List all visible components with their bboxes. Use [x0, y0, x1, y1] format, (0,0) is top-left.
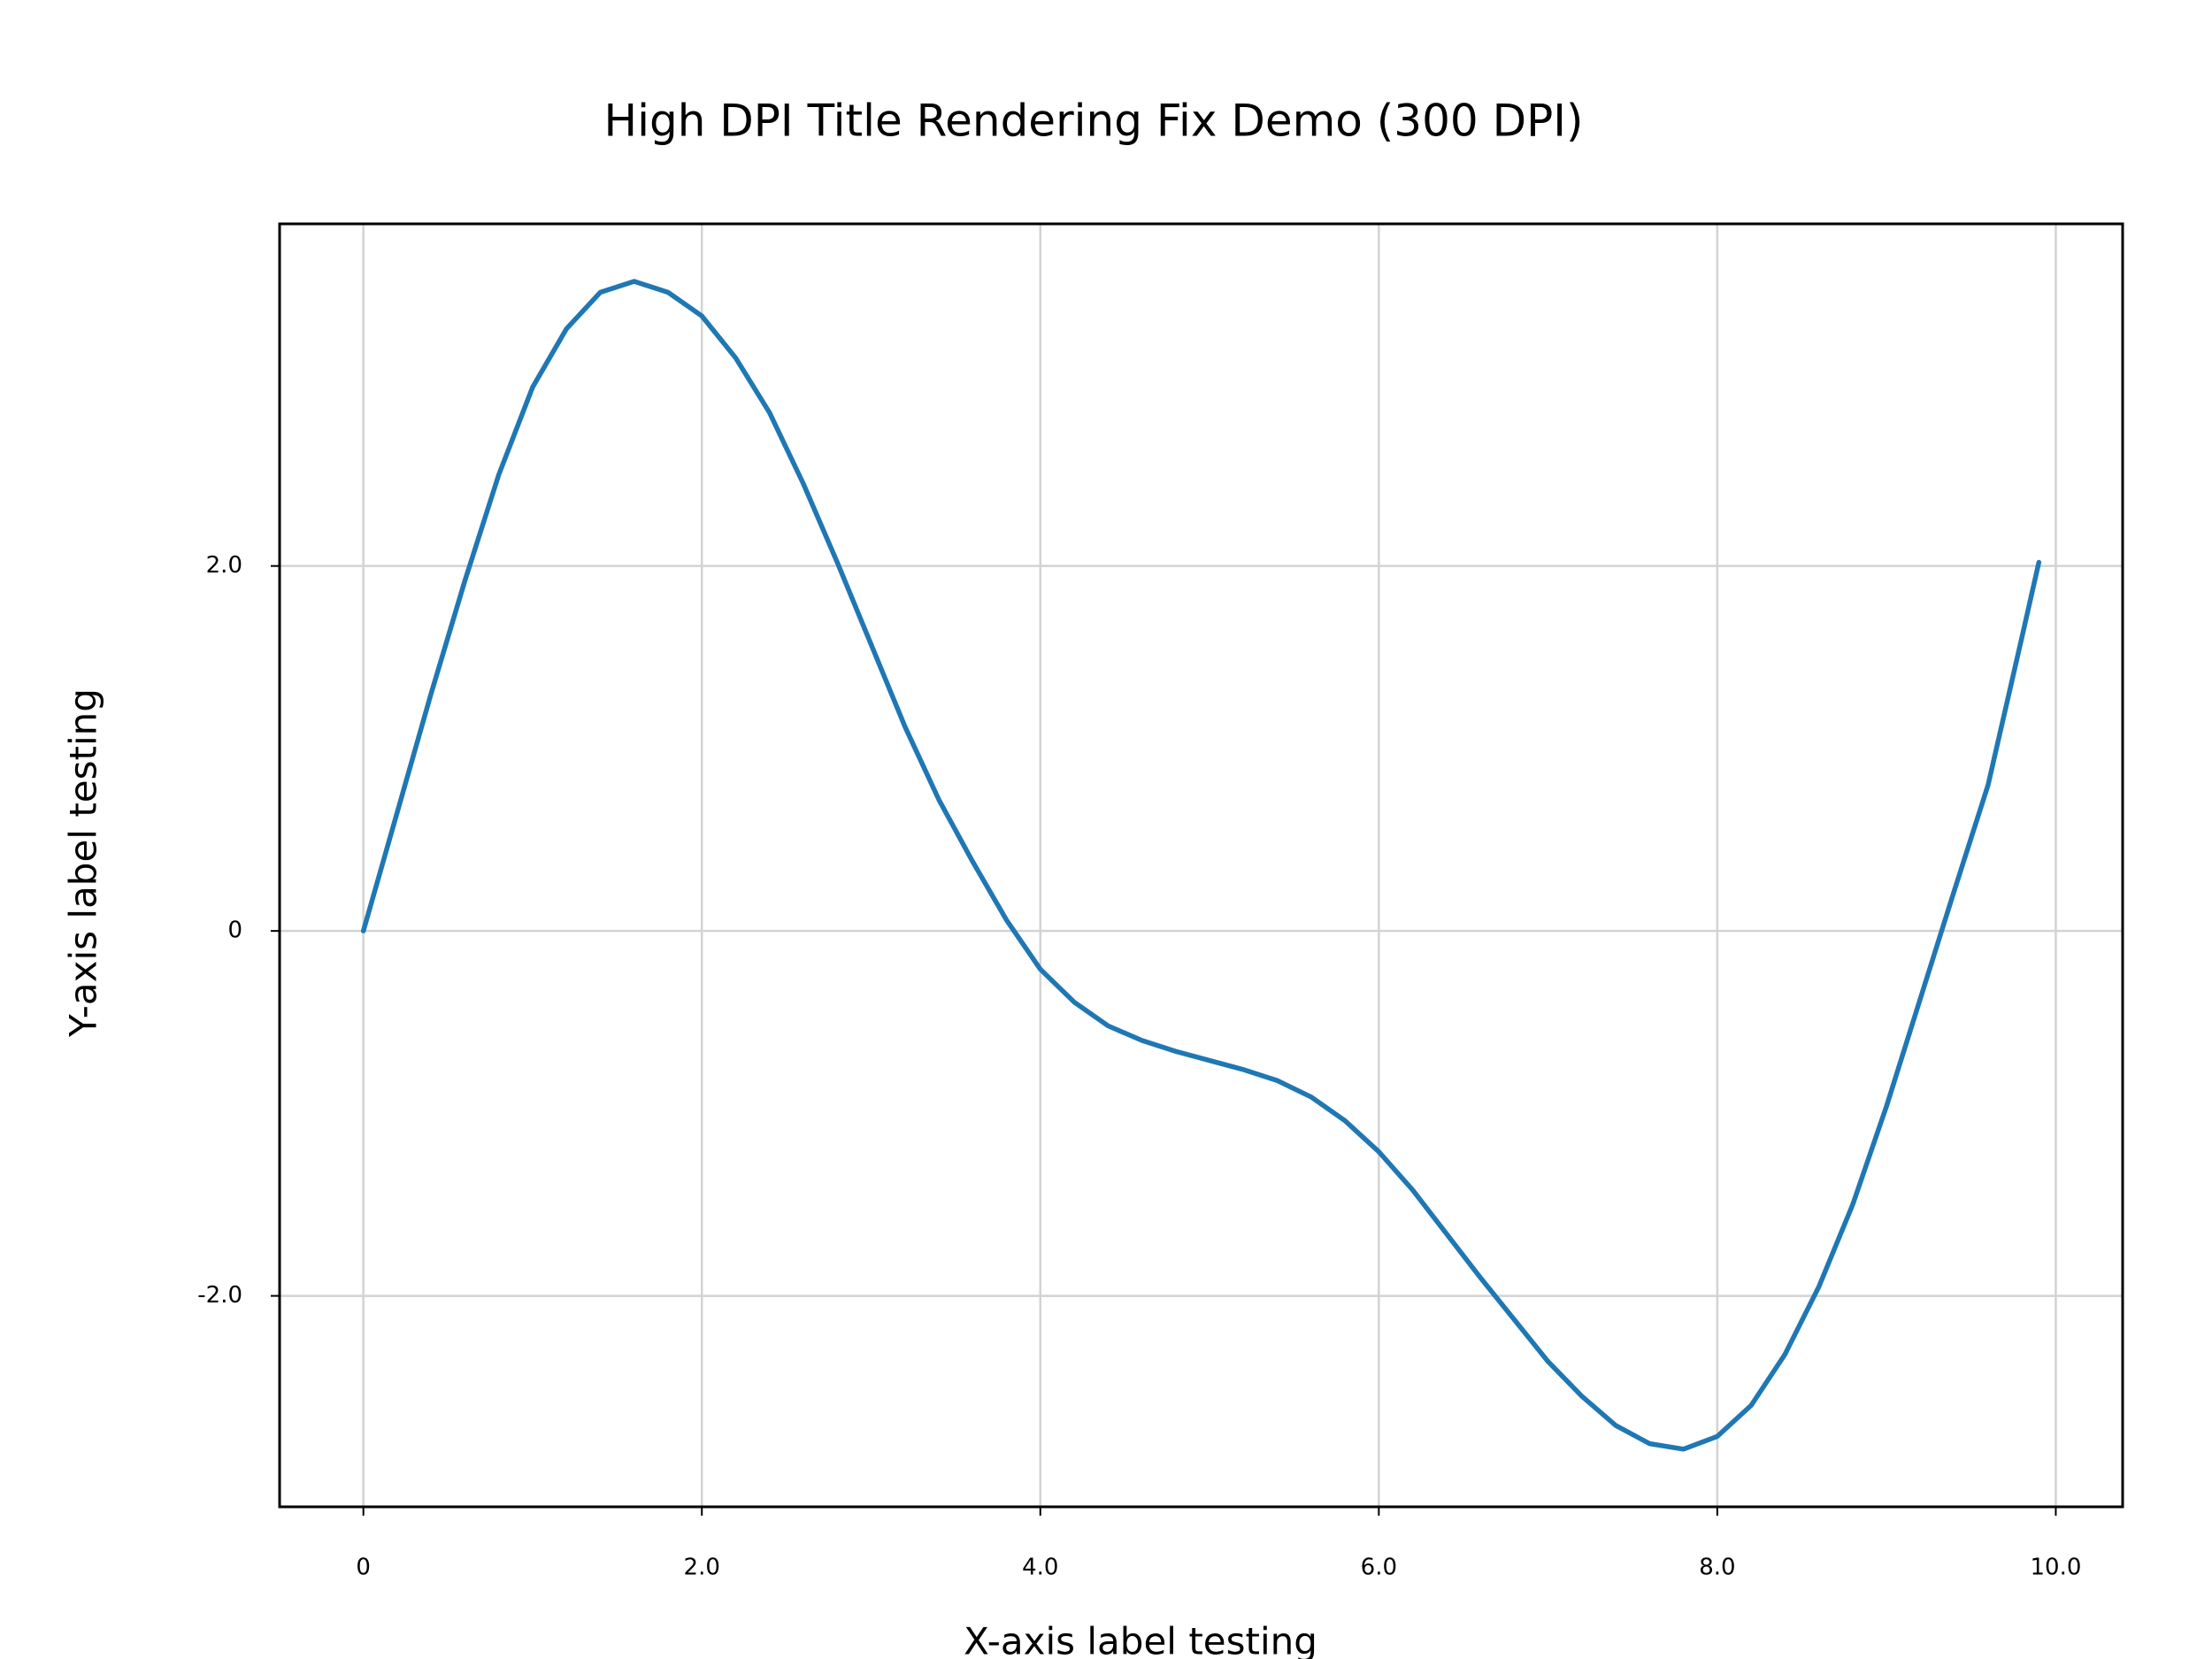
- plot-frame: [278, 222, 2124, 1509]
- y-tick-label: 2.0: [206, 552, 242, 579]
- y-axis-label: Y-axis label testing: [62, 688, 105, 1038]
- y-tick-label: -2.0: [197, 1282, 242, 1309]
- x-tick-label: 0: [356, 1555, 371, 1581]
- x-tick-label: 4.0: [1022, 1555, 1058, 1581]
- chart-title: High DPI Title Rendering Fix Demo (300 D…: [603, 96, 1583, 147]
- x-tick-label: 8.0: [1699, 1555, 1735, 1581]
- x-tick-label: 6.0: [1361, 1555, 1397, 1581]
- data-line: [360, 279, 2042, 1452]
- x-tick-label: 2.0: [684, 1555, 720, 1581]
- y-tick-label: 0: [227, 918, 242, 944]
- x-tick-label: 10.0: [2031, 1555, 2082, 1581]
- x-axis-label: X-axis label testing: [964, 1620, 1317, 1659]
